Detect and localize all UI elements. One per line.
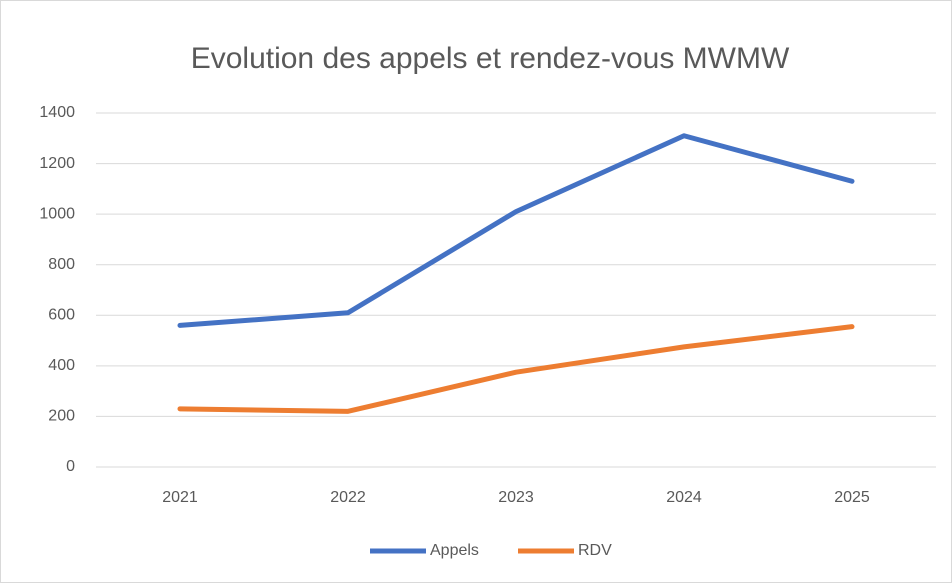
y-tick-label: 1200 (39, 155, 75, 172)
legend-label: Appels (430, 542, 479, 559)
y-tick-label: 200 (48, 408, 75, 425)
y-tick-label: 600 (48, 307, 75, 324)
x-tick-label: 2025 (834, 489, 870, 506)
x-tick-label: 2022 (330, 489, 366, 506)
y-tick-label: 800 (48, 256, 75, 273)
line-series (177, 133, 855, 328)
y-tick-label: 1400 (39, 104, 75, 121)
x-tick-label: 2024 (666, 489, 702, 506)
y-tick-label: 400 (48, 357, 75, 374)
y-tick-label: 0 (66, 458, 75, 475)
legend-label: RDV (578, 542, 612, 559)
chart-title: Evolution des appels et rendez-vous MWMW (191, 42, 790, 75)
line-series (177, 324, 855, 414)
x-tick-label: 2023 (498, 489, 534, 506)
y-tick-label: 1000 (39, 205, 75, 222)
x-tick-label: 2021 (162, 489, 198, 506)
